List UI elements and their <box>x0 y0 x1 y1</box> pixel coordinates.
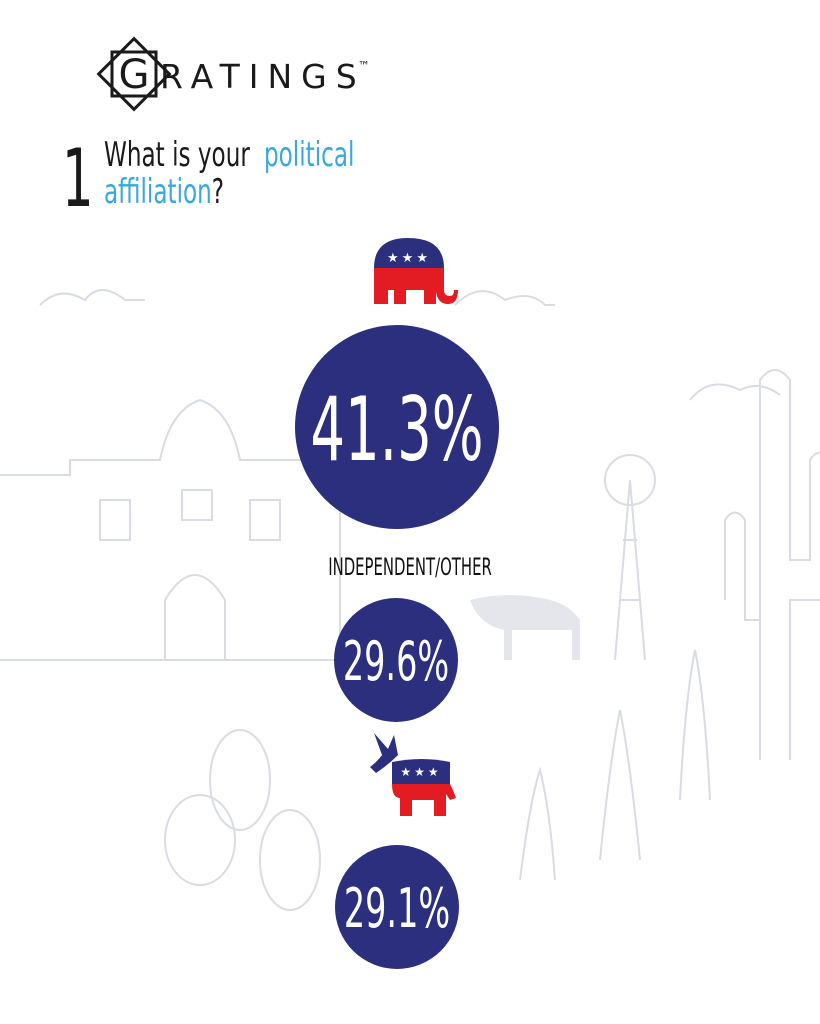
question-text: What is your <box>104 134 250 174</box>
result-label: INDEPENDENT/OTHER <box>328 552 492 581</box>
result-value: 41.3% <box>310 379 483 481</box>
result-1: 41.3% <box>295 325 499 529</box>
result-circle <box>335 845 459 969</box>
svg-text:★★★: ★★★ <box>400 765 441 779</box>
question-highlight: affiliation <box>104 171 212 211</box>
logo: G RATINGS ™ <box>96 36 370 112</box>
result-circle <box>295 325 499 529</box>
logo-trademark: ™ <box>358 59 370 73</box>
democrat-icon: ★★★ <box>370 733 456 816</box>
republican-icon: ★★★ <box>374 238 458 304</box>
svg-text:★★★: ★★★ <box>387 251 431 266</box>
result-circle <box>334 598 458 722</box>
logo-name: RATINGS <box>160 57 366 96</box>
result-value: 29.1% <box>344 877 450 941</box>
question-line-1: What is your political <box>104 134 354 174</box>
result-3: 29.1% <box>335 845 459 969</box>
logo-square <box>110 50 158 98</box>
logo-diamond <box>96 36 172 112</box>
question: 1 What is your political affiliation? <box>62 131 354 225</box>
question-highlight: political <box>264 134 354 174</box>
result-value: 29.6% <box>343 630 449 694</box>
logo-initial: G <box>119 52 150 98</box>
background-sketch <box>0 289 820 911</box>
result-2: INDEPENDENT/OTHER 29.6% <box>328 552 492 722</box>
question-number: 1 <box>62 131 94 225</box>
question-text: ? <box>212 171 224 211</box>
question-line-2: affiliation? <box>104 171 224 211</box>
